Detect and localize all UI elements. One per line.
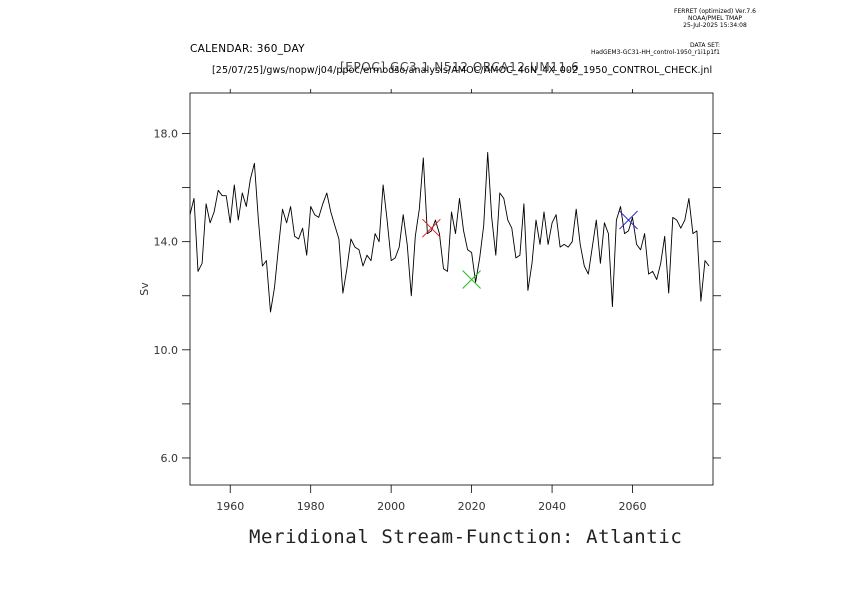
x-tick-label: 1960 <box>216 500 244 513</box>
x-tick-label: 2000 <box>377 500 405 513</box>
y-tick-label: 10.0 <box>154 344 179 357</box>
dataset-name: HadGEM3-GC31-HH_control-1950_r1i1p1f1 <box>590 49 720 56</box>
ferret-line: 25-Jul-2025 15:34:08 <box>683 22 747 29</box>
dataset-block: DATA SET: HadGEM3-GC31-HH_control-1950_r… <box>560 42 720 56</box>
y-axis-label: Sv <box>138 282 151 296</box>
cross-marker <box>619 210 638 230</box>
ferret-version-block: FERRET (optimized) Ver.7.6 NOAA/PMEL TMA… <box>650 8 780 29</box>
cross-marker <box>422 218 441 238</box>
jnl-path-label: [25/07/25]/gws/nopw/j04/ppoc/ermodso/ana… <box>212 65 713 76</box>
dataset-label: DATA SET: <box>690 42 720 49</box>
y-tick-label: 6.0 <box>161 452 179 465</box>
ferret-line: NOAA/PMEL TMAP <box>688 15 742 22</box>
x-axis: 1960 1980 2000 2020 2040 2060 <box>216 89 647 513</box>
y-axis: 6.0 10.0 14.0 18.0 <box>154 128 721 465</box>
marker-stroke <box>619 210 638 230</box>
cross-marker <box>462 270 481 289</box>
marker-stroke <box>462 270 481 289</box>
ferret-line: FERRET (optimized) Ver.7.6 <box>674 8 756 15</box>
x-tick-label: 2020 <box>458 500 486 513</box>
series-group <box>189 152 710 313</box>
x-tick-label: 1980 <box>297 500 325 513</box>
overlay-title: [EPOC] GC3.1 N512 ORCA12 UM11.6 <box>340 60 580 74</box>
marker-stroke <box>422 218 441 238</box>
y-tick-label: 14.0 <box>154 236 179 249</box>
x-tick-label: 2040 <box>538 500 566 513</box>
plot-frame <box>189 92 714 486</box>
y-tick-label: 18.0 <box>154 128 179 141</box>
x-tick-label: 2060 <box>619 500 647 513</box>
series-line <box>189 152 710 313</box>
markers-group <box>422 210 638 289</box>
calendar-label: CALENDAR: 360_DAY <box>190 43 305 55</box>
chart-title: Meridional Stream-Function: Atlantic <box>249 526 683 548</box>
